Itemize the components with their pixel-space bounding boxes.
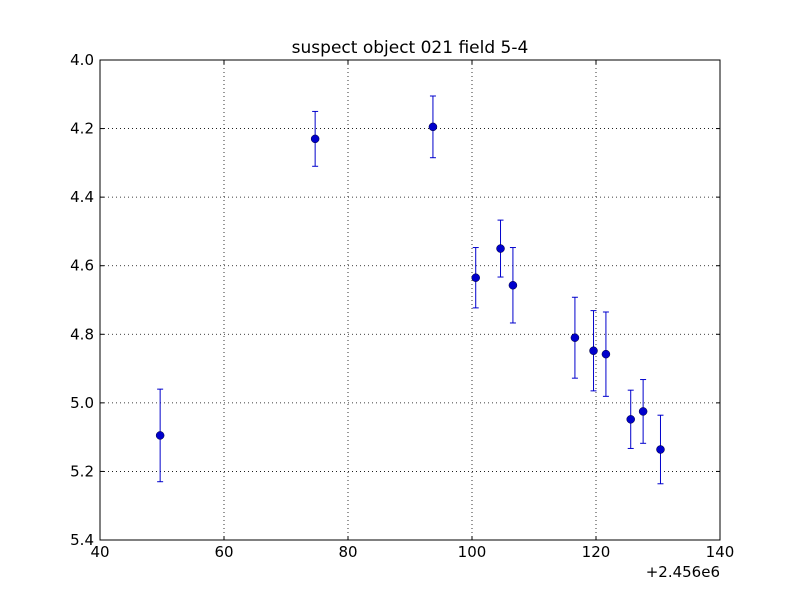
data-point: [626, 415, 635, 424]
x-tick-label: 140: [706, 543, 735, 561]
data-point: [601, 349, 611, 359]
y-tick-label: 4.8: [70, 325, 94, 343]
x-tick-label: 80: [338, 543, 357, 561]
x-tick-label: 100: [458, 543, 487, 561]
data-point: [428, 122, 438, 132]
data-point: [656, 445, 665, 454]
y-tick-label: 4.6: [70, 257, 94, 275]
data-point: [471, 273, 480, 282]
y-tick-label: 5.0: [70, 394, 94, 412]
x-axis-offset-label: +2.456e6: [646, 563, 720, 581]
grid-lines: [100, 60, 720, 540]
data-point: [570, 333, 580, 342]
error-bars: [157, 95, 664, 485]
x-tick-label: 120: [582, 543, 611, 561]
x-tick-label: 60: [214, 543, 233, 561]
axis-ticks: 40 60 80 100 120 140 4.0 4.2 4.4 4.6 4.8 5.0 5.2 5.4: [70, 51, 734, 561]
data-point: [508, 281, 518, 290]
x-tick-label: 40: [90, 543, 109, 561]
y-tick-label: 5.4: [70, 531, 94, 549]
data-points: [155, 122, 665, 454]
data-point: [310, 134, 320, 144]
y-tick-label: 4.4: [70, 188, 94, 206]
y-tick-label: 5.2: [70, 462, 94, 480]
data-point: [496, 244, 505, 253]
data-point: [589, 346, 598, 355]
y-tick-label: 4.2: [70, 120, 94, 138]
data-point: [638, 407, 648, 416]
plot-frame: [99, 59, 721, 541]
chart-title: suspect object 021 field 5-4: [292, 38, 529, 58]
y-tick-label: 4.0: [70, 51, 94, 69]
data-point: [155, 431, 165, 440]
